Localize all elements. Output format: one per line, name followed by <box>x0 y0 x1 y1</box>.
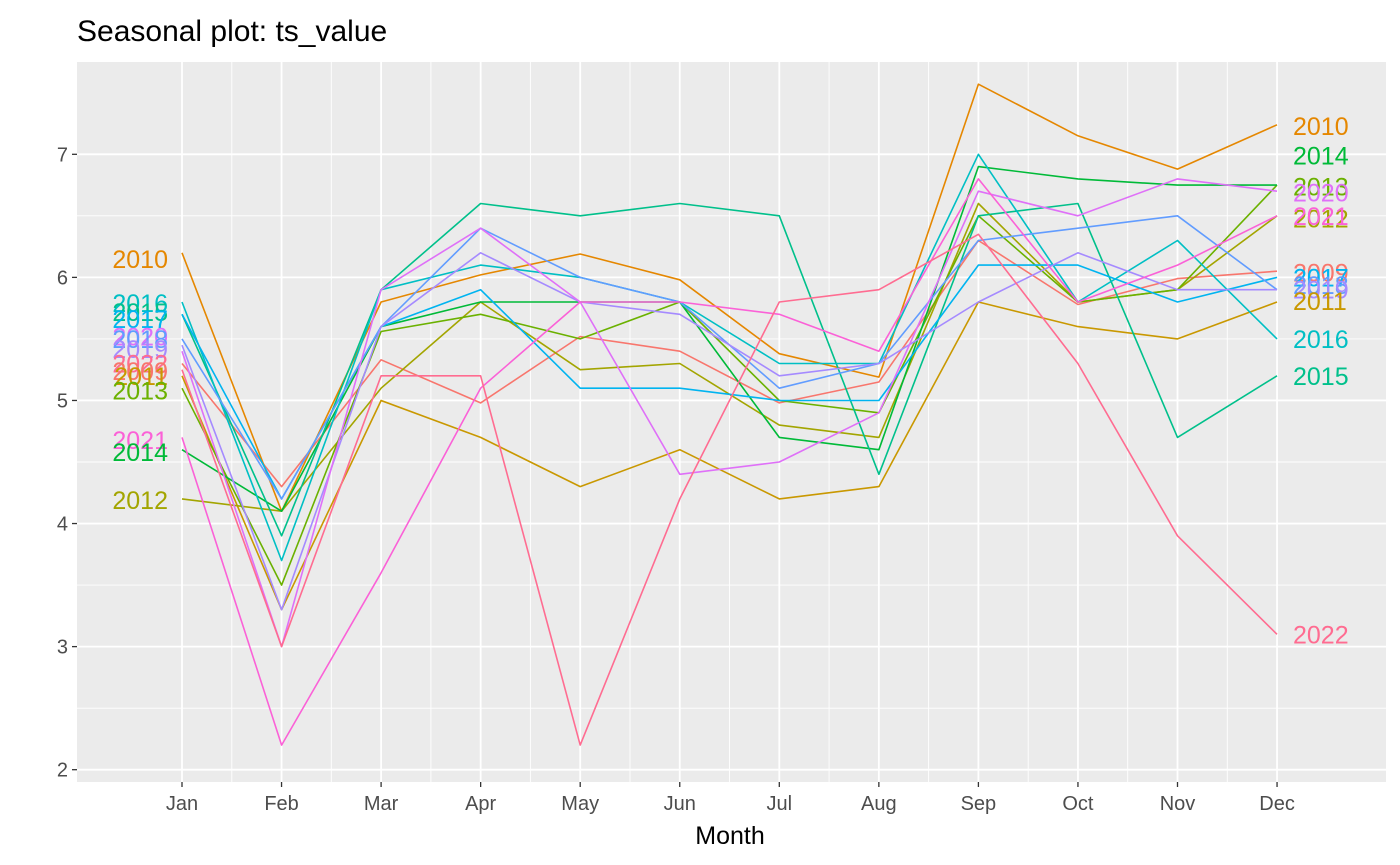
x-tick-labels: Jan Feb Mar Apr May Jun Jul Aug Sep Oct Nov Dec <box>166 793 1295 815</box>
series-label-right-2022: 2022 <box>1293 621 1349 649</box>
minor-gridlines <box>77 62 1386 782</box>
x-axis-title: Month <box>695 822 764 850</box>
series-label-left-2012: 2012 <box>112 487 168 515</box>
x-tick-label: Feb <box>264 793 298 815</box>
series-line-2021 <box>181 178 1278 746</box>
x-tick-label: May <box>561 793 599 815</box>
x-tick-label: Jan <box>166 793 198 815</box>
series-label-right-2016: 2016 <box>1293 326 1349 354</box>
series-lines <box>181 83 1278 746</box>
series-line-2019 <box>181 252 1277 611</box>
series-line-2022 <box>181 233 1278 746</box>
series-label-left-2018: 2018 <box>112 326 168 354</box>
x-tick-label: Aug <box>861 793 897 815</box>
series-line-2011 <box>181 301 1278 611</box>
series-label-right-2014: 2014 <box>1293 143 1349 171</box>
series-label-left-2022: 2022 <box>112 351 168 379</box>
series-label-left-2010: 2010 <box>112 246 168 274</box>
plot-panel <box>77 62 1386 782</box>
series-line-2020 <box>181 178 1278 648</box>
series-label-left-2014: 2014 <box>112 439 168 467</box>
y-tick-labels: 2 3 4 5 6 7 <box>57 144 68 781</box>
x-tick-label: Nov <box>1160 793 1196 815</box>
series-label-right-2013: 2013 <box>1293 173 1349 201</box>
series-label-left-2017: 2017 <box>112 306 168 334</box>
x-tick-label: Dec <box>1259 793 1295 815</box>
series-line-2014 <box>181 165 1277 513</box>
series-label-right-2011: 2011 <box>1293 288 1347 316</box>
x-tick-label: Mar <box>364 793 399 815</box>
y-tick-label: 7 <box>57 144 68 166</box>
x-tick-label: Jul <box>767 793 793 815</box>
series-line-2016 <box>181 153 1278 562</box>
series-label-right-2021: 2021 <box>1293 203 1349 231</box>
series-label-right-2009: 2009 <box>1293 259 1349 287</box>
y-tick-label: 6 <box>57 267 68 289</box>
series-label-right-2019: 2019 <box>1293 277 1349 305</box>
series-line-2015 <box>181 202 1278 537</box>
y-tick-label: 2 <box>57 760 68 782</box>
series-label-left-2011: 2011 <box>114 363 168 391</box>
left-year-labels: 2010 201620152017202020182019202220092011… <box>112 246 168 515</box>
series-label-right-2018: 2018 <box>1293 272 1349 300</box>
series-label-left-2013: 2013 <box>112 378 168 406</box>
series-label-right-2020: 2020 <box>1293 179 1349 207</box>
y-tick-label: 4 <box>57 514 68 536</box>
x-tick-label: Sep <box>961 793 997 815</box>
x-tick-label: Apr <box>465 793 496 815</box>
x-tick-label: Jun <box>664 793 696 815</box>
axis-ticks <box>72 153 1278 787</box>
y-tick-label: 3 <box>57 637 68 659</box>
series-label-left-2015: 2015 <box>112 299 168 327</box>
series-label-right-2012: 2012 <box>1293 205 1349 233</box>
series-label-left-2020: 2020 <box>112 323 168 351</box>
series-label-right-2017: 2017 <box>1293 264 1349 292</box>
x-tick-label: Oct <box>1062 793 1094 815</box>
series-label-left-2009: 2009 <box>112 358 168 386</box>
series-label-left-2016: 2016 <box>112 290 168 318</box>
series-label-left-2019: 2019 <box>112 336 168 364</box>
y-tick-label: 5 <box>57 390 68 412</box>
chart-title: Seasonal plot: ts_value <box>77 15 387 48</box>
series-label-right-2010: 2010 <box>1293 113 1349 141</box>
series-label-left-2021: 2021 <box>112 427 168 455</box>
series-label-right-2015: 2015 <box>1293 363 1349 391</box>
